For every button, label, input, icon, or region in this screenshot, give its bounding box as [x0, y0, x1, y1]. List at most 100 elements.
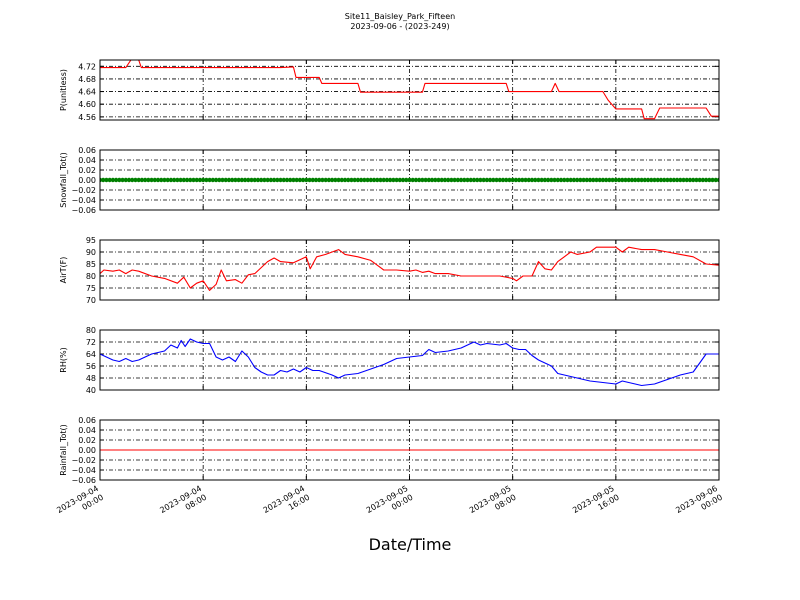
chart-title: Site11_Baisley_Park_Fifteen	[345, 12, 455, 21]
data-point	[333, 177, 338, 183]
data-point	[713, 177, 718, 183]
data-point	[429, 177, 435, 183]
data-point	[494, 177, 499, 183]
axes-frame	[99, 329, 720, 391]
chart-subtitle: 2023-09-06 - (2023-249)	[350, 22, 449, 31]
data-point	[291, 177, 296, 183]
data-point	[320, 177, 325, 183]
data-point	[365, 177, 370, 183]
axes-frame	[99, 419, 720, 481]
series-line	[100, 338, 719, 387]
data-point	[288, 177, 293, 183]
data-point	[539, 177, 544, 183]
data-point	[120, 177, 125, 183]
data-point	[200, 177, 206, 183]
data-point	[155, 177, 161, 183]
data-point	[229, 177, 235, 183]
data-point	[703, 177, 709, 183]
data-point	[533, 177, 538, 183]
data-point	[188, 177, 193, 183]
data-point	[371, 177, 377, 183]
data-point	[149, 177, 154, 183]
y-tick-label: 0.06	[78, 416, 96, 425]
data-point	[465, 177, 470, 183]
data-point	[213, 177, 219, 183]
y-tick-label: 0.04	[78, 426, 96, 435]
series-group	[100, 177, 719, 183]
data-point	[510, 177, 515, 183]
data-point	[700, 177, 706, 183]
data-point	[346, 177, 351, 183]
data-point	[416, 177, 422, 183]
data-point	[645, 177, 651, 183]
data-point	[603, 177, 609, 183]
data-point	[107, 177, 112, 183]
data-point	[349, 177, 354, 183]
data-point	[378, 177, 383, 183]
data-point	[394, 177, 399, 183]
y-tick-label: 56	[86, 362, 96, 371]
data-point	[452, 177, 457, 183]
y-axis-label: RH(%)	[59, 347, 68, 372]
data-point	[275, 177, 280, 183]
data-point	[678, 177, 683, 183]
data-point	[236, 177, 241, 183]
y-tick-label: −0.04	[71, 466, 96, 475]
series-line	[100, 246, 719, 291]
data-point	[426, 177, 432, 183]
data-point	[352, 177, 357, 183]
data-point	[655, 177, 660, 183]
data-point	[500, 177, 506, 183]
data-point	[262, 177, 267, 183]
subplot-3: 95 90 85 80 75 70 AirT(F)	[59, 236, 720, 305]
x-tick-label: 2023-09-0400:00	[55, 484, 105, 524]
data-point	[455, 177, 461, 183]
data-point	[442, 177, 448, 183]
data-point	[117, 177, 122, 183]
data-point	[358, 177, 364, 183]
y-tick-label: 0.04	[78, 156, 96, 165]
data-point	[542, 177, 548, 183]
data-point	[104, 177, 109, 183]
data-point	[594, 177, 599, 183]
data-point	[407, 177, 412, 183]
data-point	[642, 177, 648, 183]
y-axis-label: AirT(F)	[59, 257, 68, 284]
data-point	[668, 177, 673, 183]
data-point	[616, 177, 622, 183]
data-point	[242, 177, 248, 183]
data-point	[336, 177, 341, 183]
data-point	[487, 177, 493, 183]
data-point	[665, 177, 670, 183]
data-point	[529, 177, 535, 183]
data-point	[649, 177, 654, 183]
data-point	[342, 177, 348, 183]
y-tick-label: −0.06	[71, 476, 96, 485]
data-point	[436, 177, 441, 183]
y-tick-label: 0.06	[78, 146, 96, 155]
data-point	[587, 177, 593, 183]
data-point	[578, 177, 583, 183]
data-point	[294, 177, 299, 183]
y-tick-label: 4.60	[78, 100, 96, 109]
data-point	[355, 177, 361, 183]
x-tick-label: 2023-09-0408:00	[158, 484, 208, 524]
data-point	[694, 177, 699, 183]
data-point	[162, 177, 167, 183]
subplot-5: 0.060.040.020.00−0.02−0.04−0.06Rainfall_…	[59, 416, 720, 485]
data-point	[313, 177, 319, 183]
data-point	[600, 177, 606, 183]
x-tick-labels: 2023-09-0400:00 2023-09-0408:00 2023-09-04…	[55, 484, 724, 524]
data-point	[610, 177, 615, 183]
y-tick-label: 95	[86, 236, 96, 245]
subplot-4: 80 72 64 56 48 40 RH(%)	[59, 326, 720, 395]
data-point	[265, 177, 270, 183]
data-point	[439, 177, 444, 183]
y-tick-label: 80	[86, 326, 96, 335]
data-point	[281, 177, 286, 183]
data-point	[126, 177, 132, 183]
data-point	[710, 177, 715, 183]
data-point	[491, 177, 496, 183]
data-point	[175, 177, 180, 183]
